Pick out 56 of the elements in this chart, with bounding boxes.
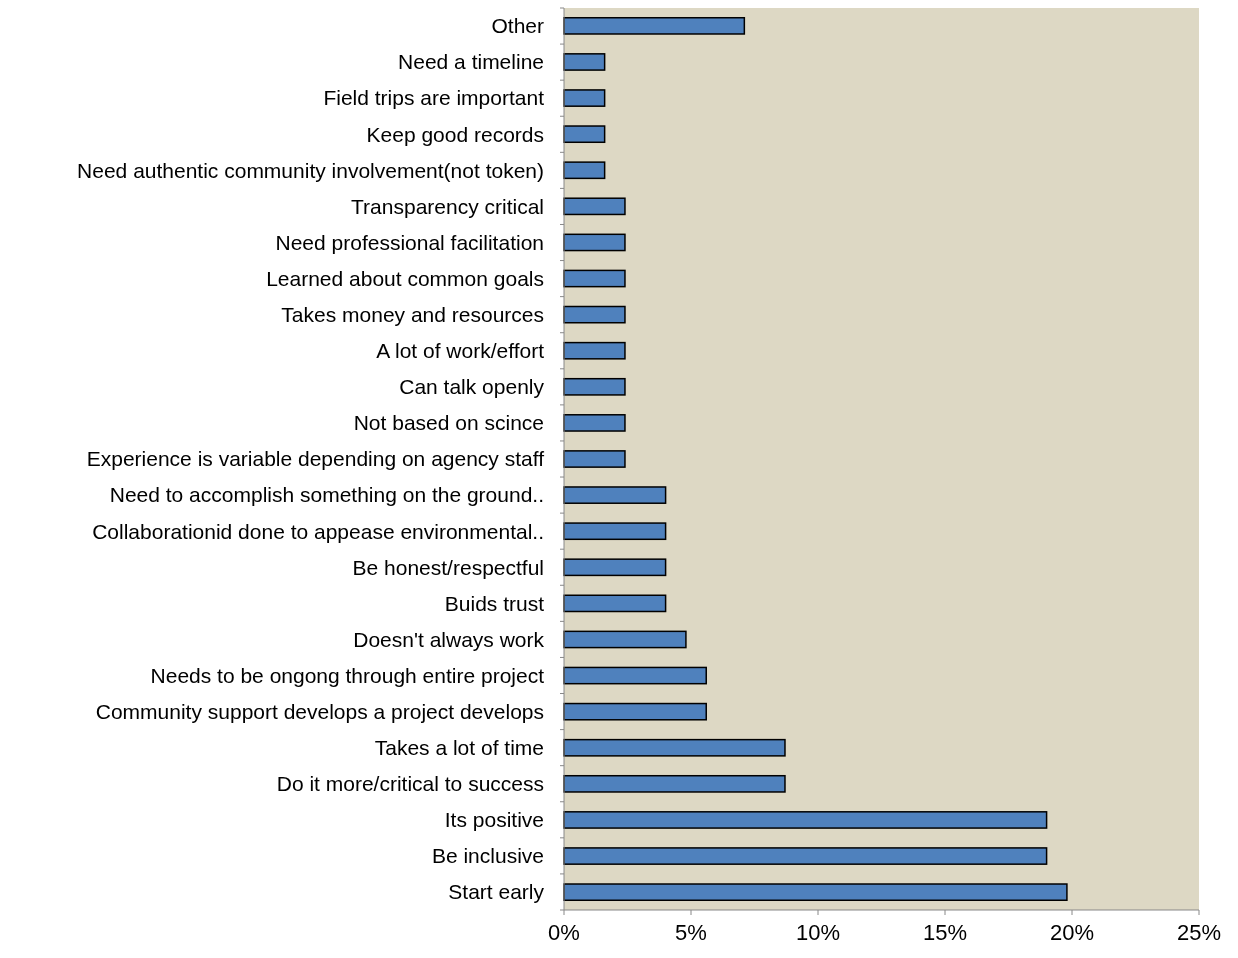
x-tick-label: 20% <box>1049 920 1095 945</box>
bar <box>563 486 667 504</box>
bar <box>563 125 606 144</box>
bar <box>563 377 626 396</box>
bar <box>563 702 707 721</box>
y-tick-label: Buids trust <box>444 591 545 615</box>
y-tick-label: Need authentic community involvement(not token) <box>77 158 544 182</box>
bar <box>563 53 606 71</box>
bar <box>563 17 746 35</box>
bar <box>563 305 626 324</box>
y-tick-label: Be honest/respectful <box>352 555 544 579</box>
bar <box>563 630 687 649</box>
y-tick-label: Be inclusive <box>431 844 544 868</box>
y-tick-label: Learned about common goals <box>266 266 544 290</box>
x-tick-label: 10% <box>795 920 841 945</box>
y-tick-label: Keep good records <box>366 122 544 146</box>
bar <box>563 558 667 577</box>
y-tick-label: Community support develops a project develops <box>95 700 544 724</box>
bar <box>563 883 1068 901</box>
bar <box>563 738 786 757</box>
y-tick-label: Field trips are important <box>323 86 545 110</box>
bar <box>563 847 1048 865</box>
y-tick-label: Do it more/critical to success <box>276 772 544 796</box>
y-tick-label: Can talk openly <box>399 375 545 399</box>
y-tick-label: Doesn't always work <box>353 627 545 651</box>
bar <box>563 197 626 216</box>
bar <box>563 774 786 793</box>
y-tick-label: Start early <box>448 880 545 904</box>
y-tick-label: Experience is variable depending on agency staff <box>86 447 545 471</box>
bar <box>563 89 606 107</box>
y-tick-label: Collaborationid done to appease environmental.. <box>92 519 544 543</box>
y-tick-label: Needs to be ongong through entire project <box>150 663 545 687</box>
bar <box>563 269 626 288</box>
y-tick-label: Its positive <box>444 808 544 832</box>
y-tick-label: Takes a lot of time <box>374 736 544 760</box>
bar <box>563 594 667 613</box>
y-tick-label: Need professional facilitation <box>275 230 544 254</box>
y-tick-label: Need a timeline <box>398 50 544 74</box>
x-tick-label: 5% <box>675 920 707 945</box>
x-tick-label: 0% <box>548 920 580 945</box>
bar <box>563 522 667 541</box>
y-tick-label: A lot of work/effort <box>376 339 545 363</box>
bar <box>563 341 626 360</box>
x-tick-label: 25% <box>1176 920 1222 945</box>
bar <box>563 666 707 685</box>
y-tick-label: Transparency critical <box>351 194 544 218</box>
bar <box>563 233 626 252</box>
bar <box>563 450 626 468</box>
y-tick-label: Other <box>491 14 544 38</box>
bar <box>563 161 606 180</box>
y-tick-label: Need to accomplish something on the ground.. <box>109 483 544 507</box>
y-tick-label: Takes money and resources <box>281 302 544 326</box>
bar <box>563 414 626 432</box>
y-tick-label: Not based on scince <box>353 411 544 435</box>
x-tick-label: 15% <box>922 920 968 945</box>
bar <box>563 811 1048 829</box>
